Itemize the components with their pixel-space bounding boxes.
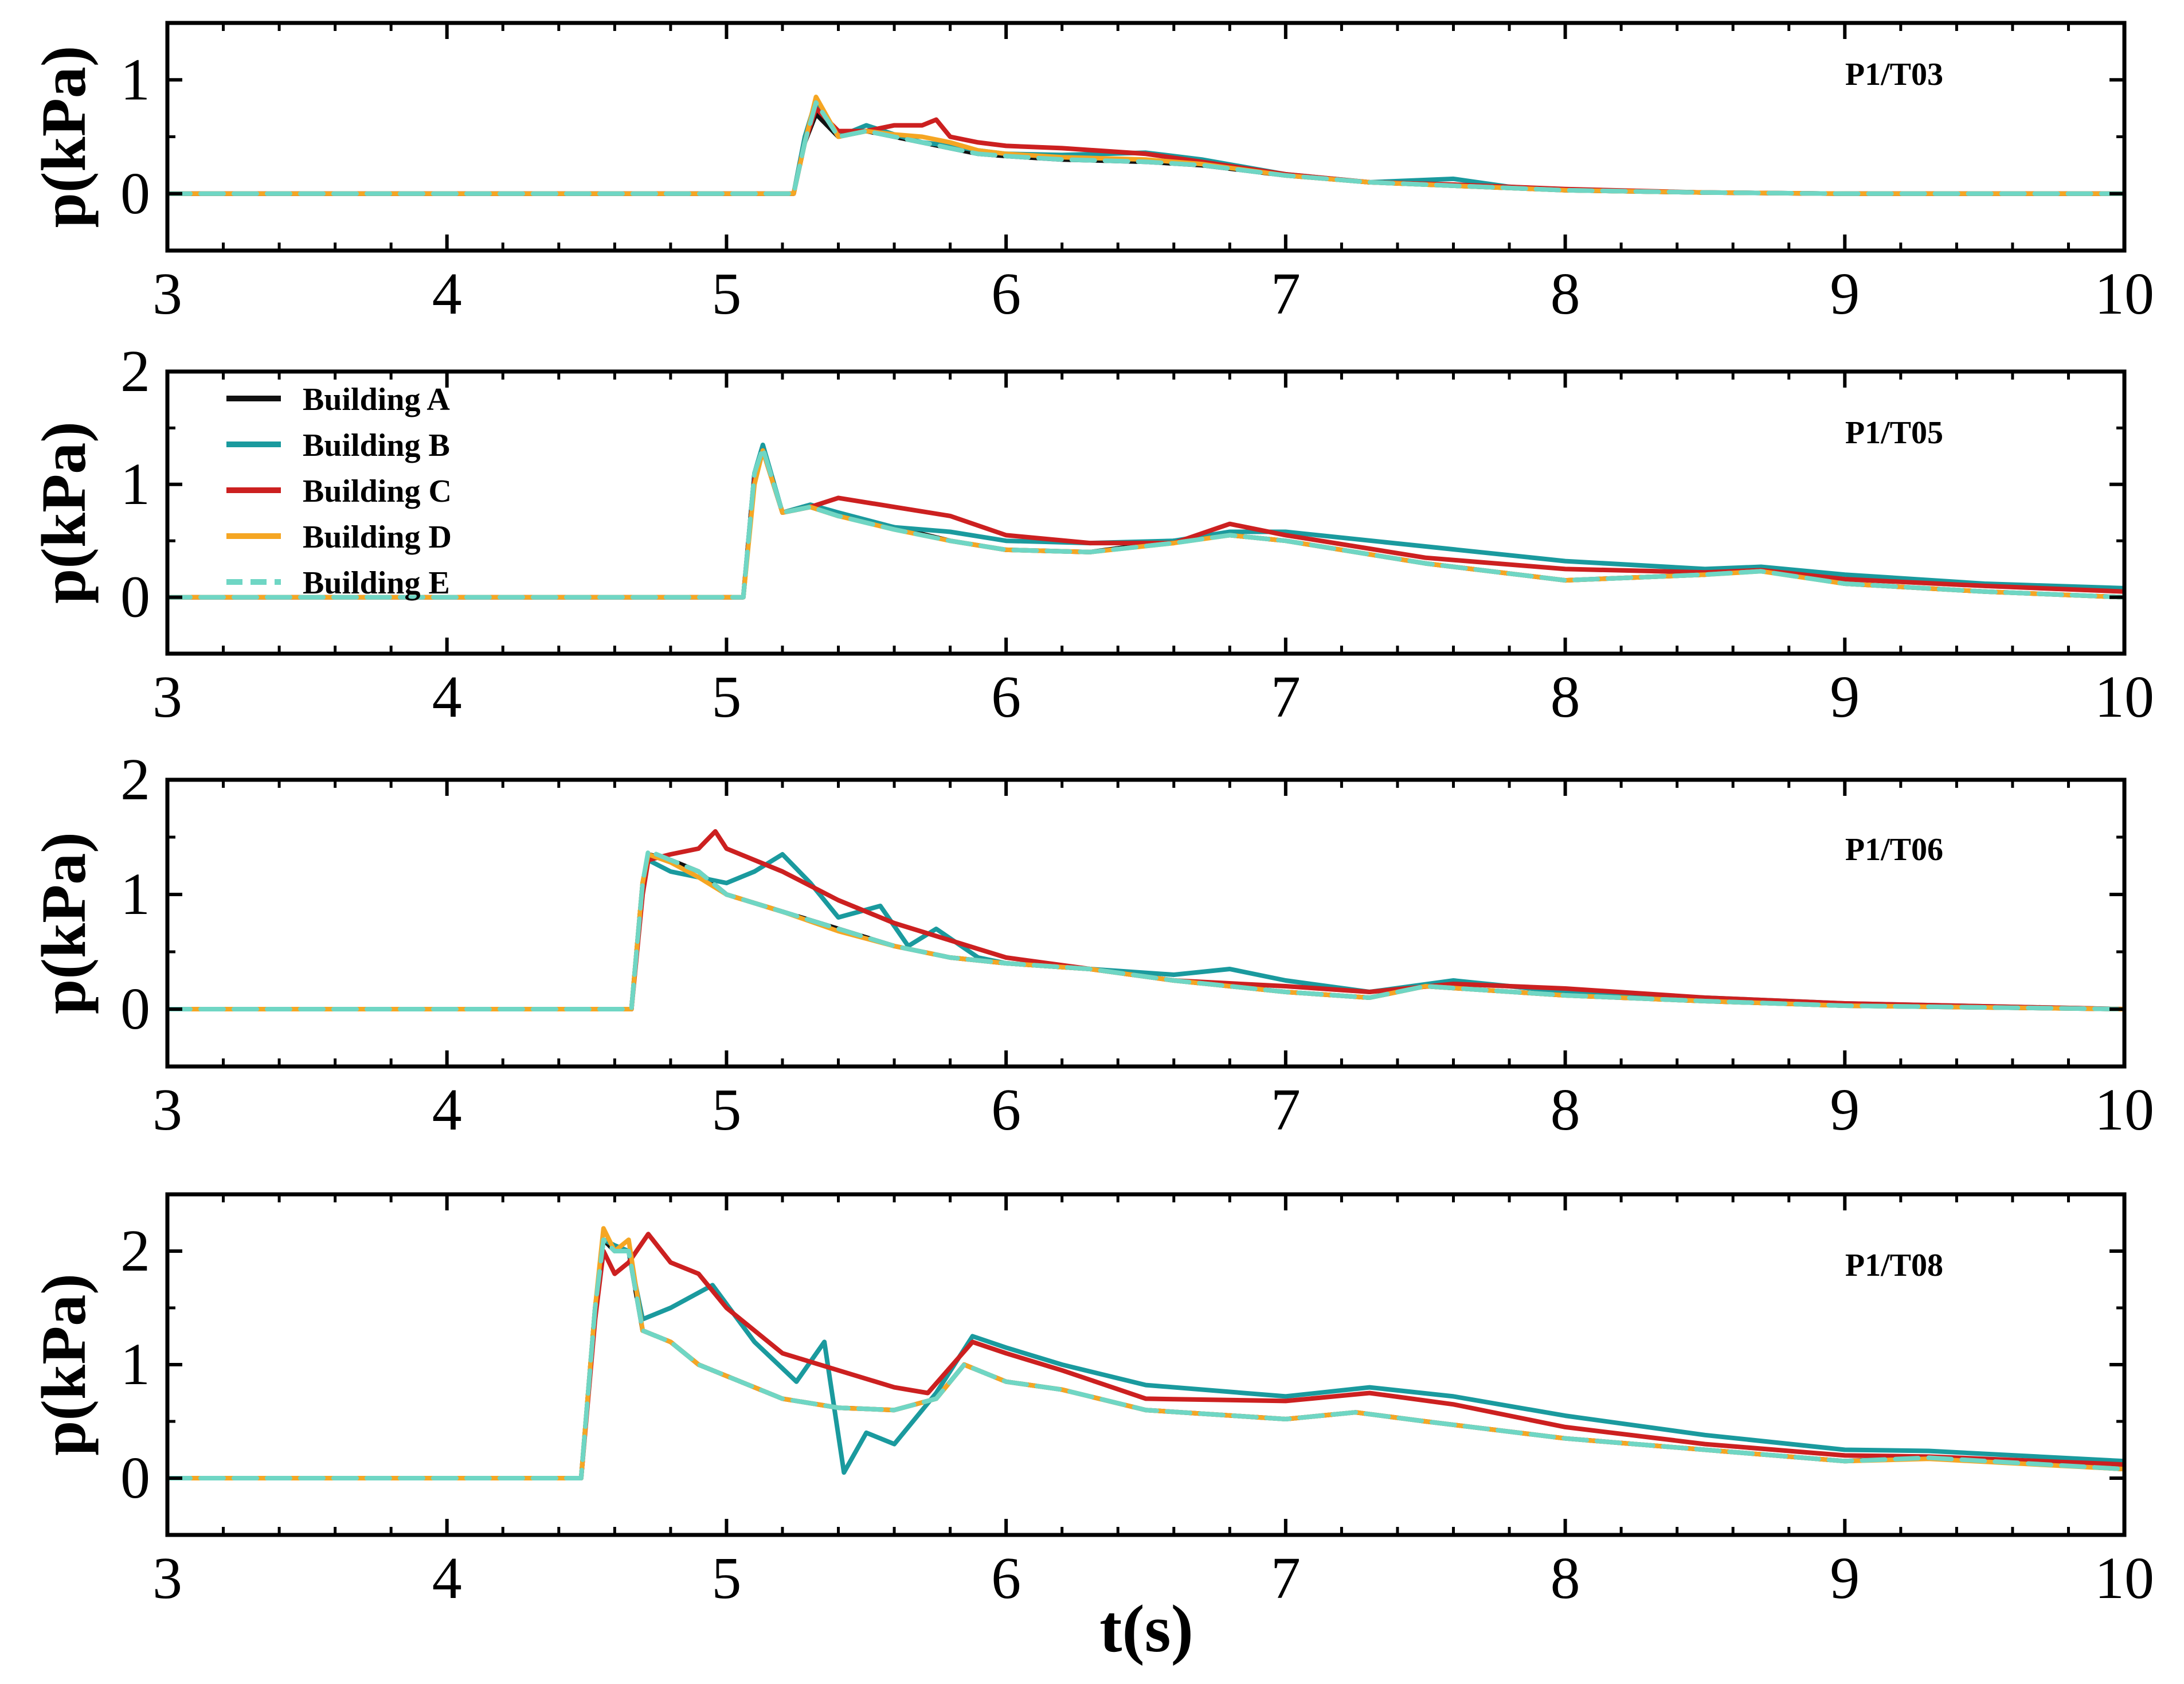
x-tick-label: 9 (1830, 664, 1860, 730)
x-tick-label: 3 (152, 664, 182, 730)
series-line-building-d (167, 852, 2124, 1011)
series-line-building-e (167, 100, 2124, 196)
y-axis-label: p(kPa) (29, 421, 99, 604)
y-axis-label: p(kPa) (29, 46, 99, 228)
x-tick-label: 6 (991, 1077, 1021, 1143)
series-line-building-b (167, 98, 2124, 196)
x-tick-label: 5 (711, 664, 741, 730)
x-tick-label: 4 (432, 1545, 462, 1611)
series-group (167, 1226, 2124, 1480)
x-axis-label: t(s) (1099, 1591, 1193, 1666)
x-tick-label: 5 (711, 1077, 741, 1143)
plot-frame (165, 1192, 2127, 1537)
series-line-building-b (167, 1237, 2124, 1480)
y-tick-label: 1 (120, 861, 150, 927)
panel-4: 3 4 5 6 7 8 9 10 0 1 2 p(kPa) P1/T08 (29, 1192, 2154, 1611)
panel-title: P1/T03 (1845, 57, 1943, 92)
series-line-building-b (167, 442, 2124, 600)
x-tick-label: 10 (2095, 1545, 2154, 1611)
legend-label: Building D (303, 519, 452, 555)
x-tick-label: 4 (432, 1077, 462, 1143)
series-line-building-a (167, 852, 2124, 1011)
y-tick-label: 2 (120, 1218, 150, 1284)
legend-label: Building C (303, 474, 452, 509)
y-tick-label: 0 (120, 1445, 150, 1511)
panel-2: 3 4 5 6 7 8 9 10 0 1 2 p(kPa) P1/T05 (29, 338, 2154, 730)
series-line-building-e (167, 446, 2124, 600)
x-tick-label: 6 (991, 664, 1021, 730)
series-group (167, 95, 2124, 196)
series-line-building-d (167, 95, 2124, 196)
series-line-building-a (167, 1237, 2124, 1480)
x-tick-label: 6 (991, 261, 1021, 327)
y-tick-label: 1 (120, 46, 150, 112)
panel-title: P1/T08 (1845, 1248, 1943, 1283)
series-group (167, 829, 2124, 1011)
panel-1: 3 4 5 6 7 8 9 10 0 1 p(kPa) P1/T03 (29, 21, 2154, 327)
y-tick-label: 0 (120, 161, 150, 226)
series-line-building-b (167, 852, 2124, 1011)
x-tick-label: 9 (1830, 1545, 1860, 1611)
y-tick-label: 1 (120, 451, 150, 517)
x-tick-label: 7 (1271, 1545, 1301, 1611)
series-line-building-e (167, 849, 2124, 1011)
x-tick-label: 8 (1551, 664, 1580, 730)
x-tick-label: 10 (2095, 664, 2154, 730)
x-tick-label: 9 (1830, 1077, 1860, 1143)
x-tick-label: 3 (152, 1077, 182, 1143)
x-tick-label: 8 (1551, 1077, 1580, 1143)
plot-frame (165, 777, 2127, 1069)
x-tick-label: 8 (1551, 261, 1580, 327)
x-tick-label: 8 (1551, 1545, 1580, 1611)
series-group (167, 442, 2124, 600)
y-tick-label: 0 (120, 564, 150, 630)
y-tick-label: 1 (120, 1331, 150, 1397)
plot-frame (165, 21, 2127, 253)
x-tick-label: 10 (2095, 261, 2154, 327)
y-tick-label: 2 (120, 338, 150, 404)
x-tick-label: 5 (711, 261, 741, 327)
y-axis-label: p(kPa) (29, 832, 99, 1014)
plot-frame (165, 369, 2127, 656)
x-tick-label: 7 (1271, 261, 1301, 327)
y-tick-label: 0 (120, 976, 150, 1042)
x-tick-label: 9 (1830, 261, 1860, 327)
panel-title: P1/T05 (1845, 415, 1943, 451)
panel-3: 3 4 5 6 7 8 9 10 0 1 2 p(kPa) P1/T06 (29, 747, 2154, 1143)
x-tick-label: 3 (152, 261, 182, 327)
x-tick-label: 7 (1271, 664, 1301, 730)
panel-title: P1/T06 (1845, 832, 1943, 868)
y-axis-label: p(kPa) (29, 1273, 99, 1456)
x-tick-label: 10 (2095, 1077, 2154, 1143)
y-tick-label: 2 (120, 747, 150, 812)
x-tick-label: 4 (432, 664, 462, 730)
series-line-building-c (167, 1232, 2124, 1480)
x-tick-label: 3 (152, 1545, 182, 1611)
x-tick-label: 5 (711, 1545, 741, 1611)
legend-label: Building E (303, 565, 450, 601)
series-line-building-d (167, 1226, 2124, 1480)
legend: Building A Building B Building C Building D… (226, 382, 452, 601)
x-tick-label: 4 (432, 261, 462, 327)
legend-label: Building A (303, 382, 450, 417)
series-line-building-c (167, 829, 2124, 1011)
x-tick-label: 7 (1271, 1077, 1301, 1143)
x-tick-label: 6 (991, 1545, 1021, 1611)
legend-label: Building B (303, 428, 450, 463)
series-line-building-e (167, 1237, 2124, 1480)
